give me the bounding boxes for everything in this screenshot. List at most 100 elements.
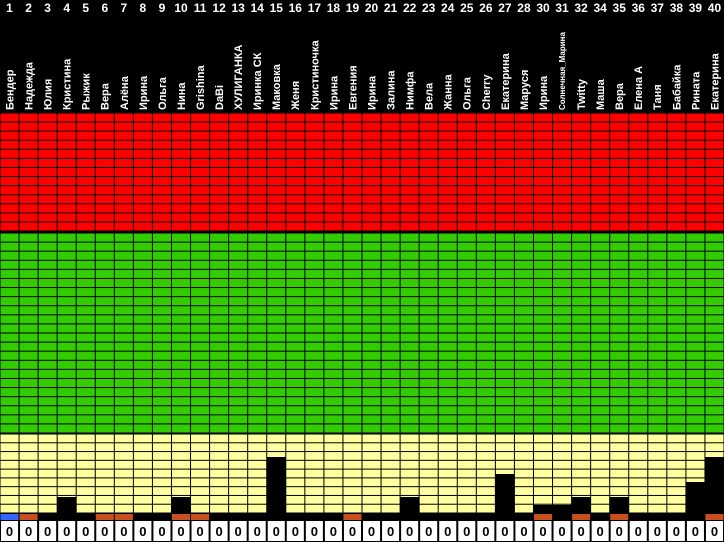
red-zone-cell — [476, 177, 495, 186]
green-zone-cell — [629, 424, 648, 433]
red-zone-cell — [514, 213, 533, 222]
green-zone-cell — [400, 333, 419, 342]
green-zone-cell — [476, 315, 495, 324]
red-zone-cell — [610, 158, 629, 167]
green-zone-cell — [57, 360, 76, 369]
red-zone-cell — [191, 186, 210, 195]
value-cell — [572, 521, 590, 541]
red-zone-cell — [610, 113, 629, 122]
column-number: 16 — [289, 1, 303, 15]
black-fill — [704, 457, 724, 513]
green-zone-cell — [591, 360, 610, 369]
green-zone-cell — [343, 351, 362, 360]
yellow-zone-cell — [324, 478, 343, 487]
status-cell — [572, 514, 591, 520]
green-zone-cell — [667, 278, 686, 288]
green-zone-cell — [533, 424, 553, 433]
green-zone-cell — [705, 251, 724, 260]
red-zone-cell — [457, 158, 476, 167]
red-zone-cell — [362, 131, 381, 140]
yellow-zone-cell — [667, 452, 686, 460]
column-value: 0 — [577, 524, 584, 539]
red-zone-cell — [419, 131, 438, 140]
column-name: Надежда — [24, 61, 36, 110]
yellow-zone-cell — [152, 504, 171, 513]
green-zone-cell — [57, 369, 76, 378]
yellow-zone-cell — [19, 443, 38, 452]
yellow-zone-cell — [533, 452, 553, 460]
green-zone-cell — [362, 397, 381, 406]
green-zone-cell — [476, 306, 495, 315]
green-zone-cell — [514, 415, 533, 424]
yellow-zone-cell — [191, 469, 210, 478]
red-zone-cell — [667, 222, 686, 231]
yellow-zone-cell — [152, 452, 171, 460]
green-zone-cell — [686, 315, 705, 324]
green-zone-cell — [667, 415, 686, 424]
red-zone-cell — [495, 167, 514, 177]
green-zone-cell — [95, 342, 114, 351]
column-name: Ирина — [328, 75, 340, 110]
green-zone-cell — [610, 324, 629, 333]
yellow-zone-cell — [457, 487, 476, 495]
red-zone-cell — [210, 213, 229, 222]
red-zone-cell — [210, 167, 229, 177]
red-zone-cell — [114, 158, 133, 167]
green-zone-cell — [686, 324, 705, 333]
yellow-zone-cell — [591, 487, 610, 495]
status-cell — [610, 514, 629, 520]
green-zone-cell — [533, 251, 553, 260]
green-zone-cell — [191, 278, 210, 288]
red-zone-cell — [0, 195, 19, 204]
green-zone-cell — [553, 369, 572, 378]
column-value: 0 — [6, 524, 13, 539]
green-zone-cell — [305, 278, 324, 288]
red-zone-cell — [210, 195, 229, 204]
yellow-zone-cell — [229, 434, 248, 443]
red-zone-cell — [38, 186, 57, 195]
column-value: 0 — [711, 524, 718, 539]
green-zone-cell — [152, 415, 171, 424]
red-zone-cell — [76, 222, 95, 231]
column-name: Евгения — [347, 65, 359, 110]
red-zone-cell — [343, 158, 362, 167]
column-value: 0 — [692, 524, 699, 539]
green-zone-cell — [686, 260, 705, 269]
red-zone-cell — [533, 140, 553, 149]
yellow-zone-cell — [572, 469, 591, 478]
green-zone-cell — [553, 242, 572, 251]
red-zone-cell — [133, 140, 152, 149]
green-zone-cell — [191, 351, 210, 360]
green-zone-cell — [267, 315, 286, 324]
red-zone-cell — [0, 158, 19, 167]
green-zone-cell — [305, 351, 324, 360]
green-zone-cell — [267, 406, 286, 415]
column-value: 0 — [158, 524, 165, 539]
red-zone-cell — [400, 186, 419, 195]
black-fill — [57, 497, 77, 513]
green-zone-cell — [629, 260, 648, 269]
green-zone-cell — [286, 260, 305, 269]
red-zone-cell — [152, 149, 171, 158]
green-zone-cell — [648, 397, 667, 406]
green-zone-cell — [305, 288, 324, 297]
red-zone-cell — [286, 177, 305, 186]
black-fill — [400, 497, 420, 513]
green-zone-cell — [362, 378, 381, 388]
green-zone-cell — [629, 388, 648, 397]
yellow-zone-cell — [305, 460, 324, 469]
red-zone-cell — [438, 204, 457, 213]
yellow-zone-cell — [362, 452, 381, 460]
green-zone-cell — [381, 269, 400, 278]
green-zone-cell — [629, 297, 648, 306]
red-zone-cell — [248, 195, 267, 204]
green-zone-cell — [324, 288, 343, 297]
green-zone-cell — [229, 415, 248, 424]
green-zone-cell — [324, 415, 343, 424]
green-zone-cell — [305, 406, 324, 415]
value-cell — [229, 521, 247, 541]
red-zone-cell — [686, 158, 705, 167]
red-zone-cell — [362, 158, 381, 167]
column-number: 12 — [212, 1, 226, 15]
green-zone-cell — [533, 306, 553, 315]
